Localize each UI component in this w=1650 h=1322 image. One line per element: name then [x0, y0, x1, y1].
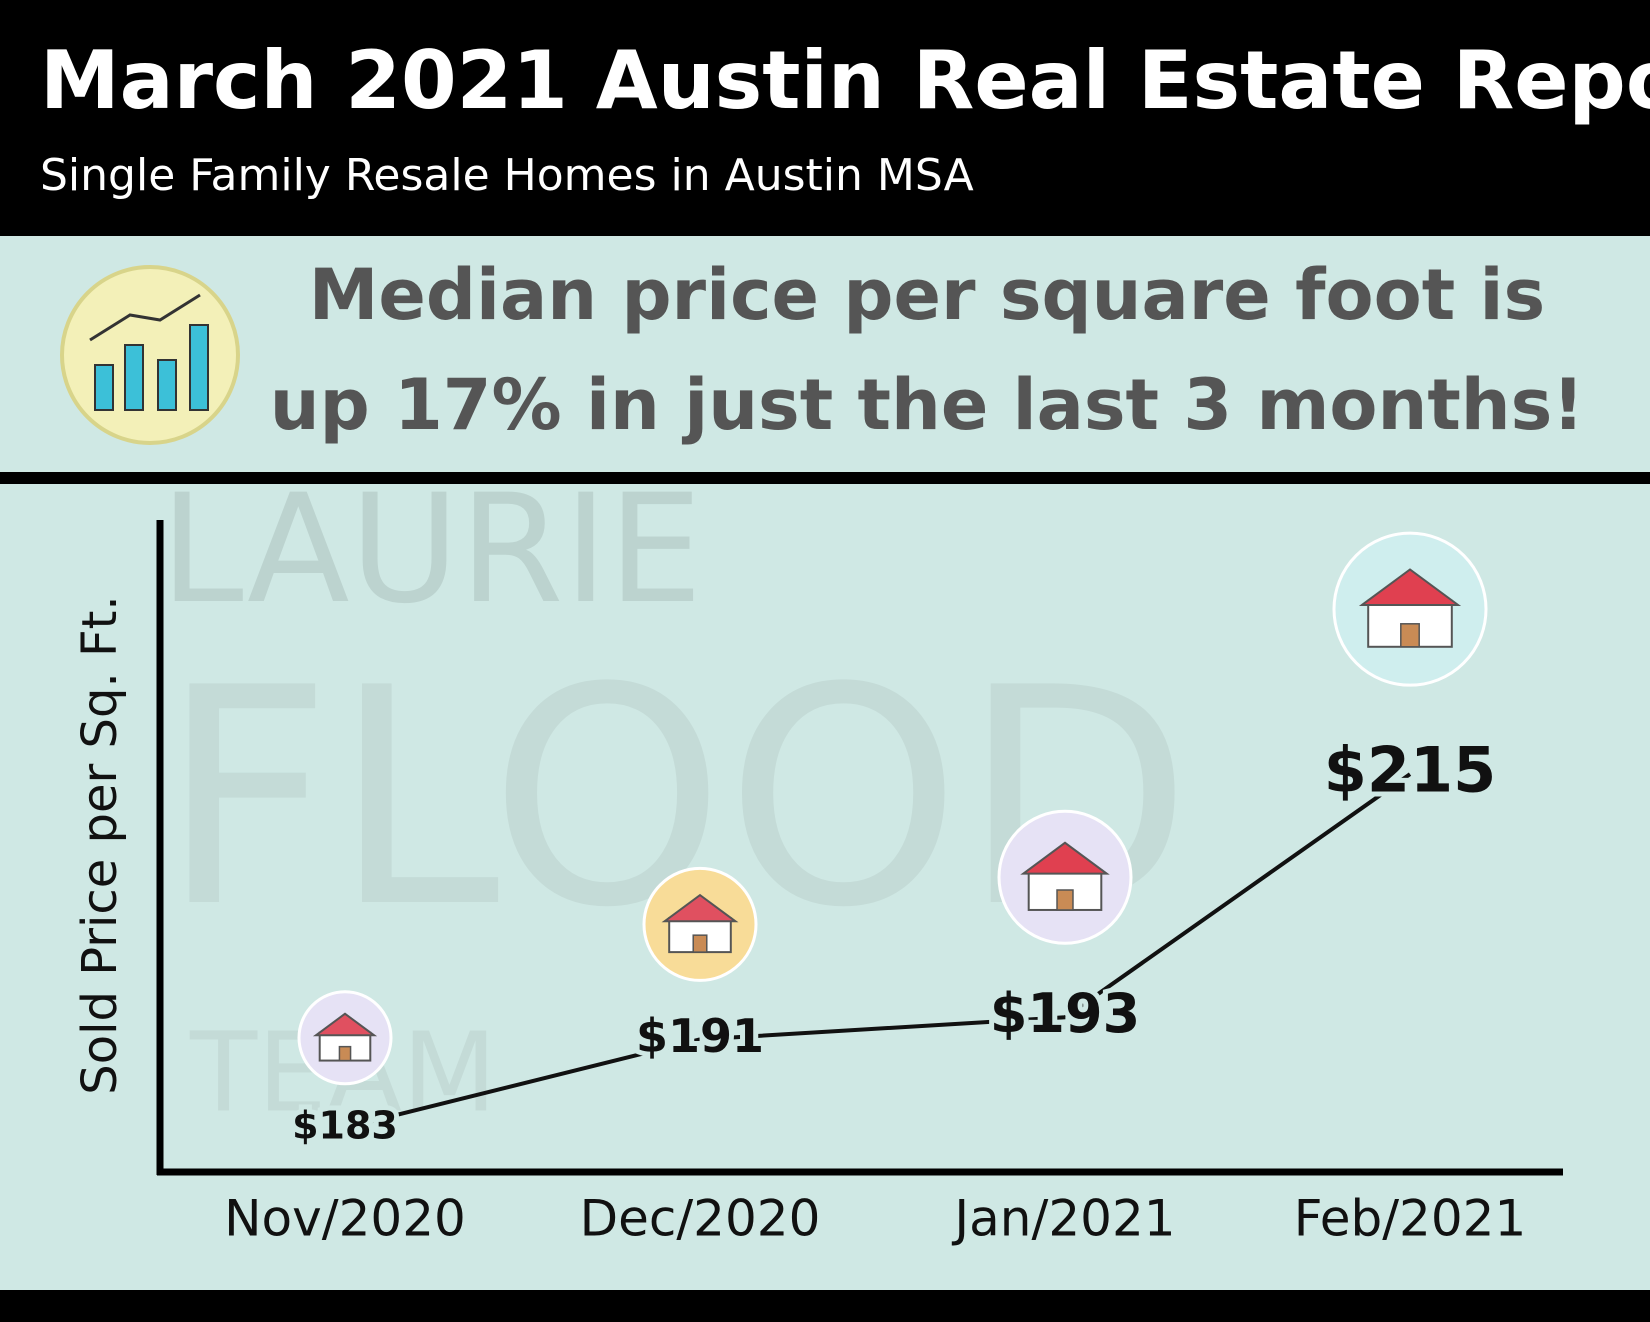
data-label: $183 — [292, 1103, 398, 1147]
x-tick-label: Jan/2021 — [951, 1190, 1175, 1248]
chart-bg — [0, 236, 1650, 1290]
data-label: $193 — [990, 982, 1140, 1045]
house-icon — [642, 866, 758, 982]
chart-subtitle: Single Family Resale Homes in Austin MSA — [40, 150, 974, 201]
icon-door — [338, 1045, 352, 1062]
icon-roof — [1358, 568, 1462, 606]
icon-door — [692, 934, 708, 953]
icon-door — [1400, 623, 1420, 648]
icon-roof — [661, 893, 739, 923]
data-line — [344, 772, 1412, 1130]
footer-bar — [0, 1290, 1650, 1322]
headline: up 17% in just the last 3 months! — [270, 364, 1584, 446]
chart-title: March 2021 Austin Real Estate Report — [40, 34, 1650, 127]
x-tick-label: Nov/2020 — [224, 1190, 466, 1248]
icon-roof — [312, 1012, 378, 1037]
house-icon — [997, 809, 1133, 945]
headline: Median price per square foot is — [309, 254, 1545, 336]
header-bg — [0, 0, 1650, 236]
x-tick-label: Dec/2020 — [580, 1190, 821, 1248]
icon-door — [1056, 889, 1074, 911]
divider — [0, 472, 1650, 484]
trend-icon — [60, 265, 240, 445]
icon-roof — [1020, 841, 1110, 875]
y-axis-label: Sold Price per Sq. Ft. — [72, 595, 128, 1094]
house-icon — [1332, 531, 1488, 687]
watermark: LAURIE — [160, 463, 703, 637]
x-tick-label: Feb/2021 — [1294, 1190, 1527, 1248]
data-label: $191 — [636, 1009, 764, 1063]
data-label: $215 — [1324, 733, 1497, 806]
house-icon — [297, 990, 393, 1086]
